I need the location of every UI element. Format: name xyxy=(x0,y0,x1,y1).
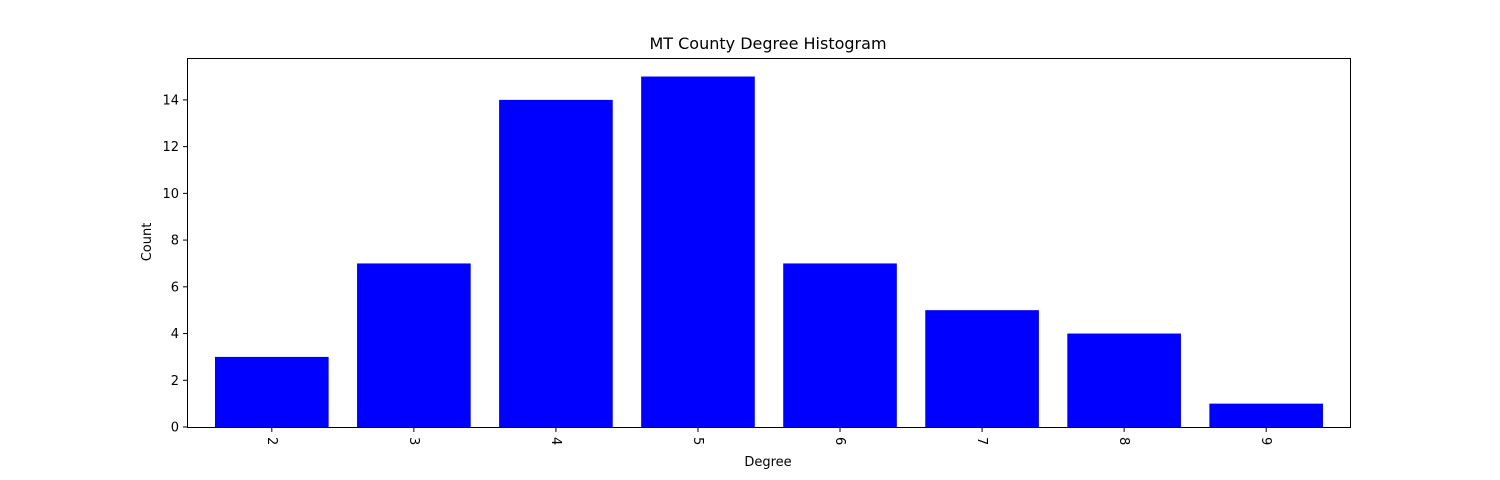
x-axis-label: Degree xyxy=(744,455,791,470)
x-tick-label-9: 9 xyxy=(1258,437,1273,445)
y-tick-label-4: 4 xyxy=(171,327,179,342)
chart-title: MT County Degree Histogram xyxy=(649,34,886,53)
x-tick-label-8: 8 xyxy=(1116,437,1131,445)
bar-3 xyxy=(357,263,471,427)
bar-8 xyxy=(1067,333,1181,427)
x-tick-label-7: 7 xyxy=(974,437,989,445)
y-tick-label-0: 0 xyxy=(171,421,179,436)
plot-frame xyxy=(187,58,1351,428)
bar-9 xyxy=(1209,403,1324,427)
y-tick-label-12: 12 xyxy=(162,140,179,155)
x-axis-ticks: 2 3 4 5 6 7 8 9 xyxy=(264,427,1273,445)
bar-4 xyxy=(499,99,613,427)
bar-6 xyxy=(783,263,897,427)
x-tick-label-2: 2 xyxy=(264,437,279,445)
bar-7 xyxy=(925,310,1039,427)
y-tick-label-6: 6 xyxy=(171,280,179,295)
x-tick-label-3: 3 xyxy=(406,437,421,445)
x-tick-label-6: 6 xyxy=(832,437,847,445)
y-tick-label-8: 8 xyxy=(171,234,179,249)
x-tick-label-5: 5 xyxy=(690,437,705,445)
bar-2 xyxy=(214,356,329,427)
y-tick-label-10: 10 xyxy=(162,187,179,202)
y-tick-label-14: 14 xyxy=(162,93,179,108)
y-axis-ticks: 0 2 4 6 8 10 12 14 xyxy=(162,93,188,436)
y-axis-label: Count xyxy=(140,223,155,262)
x-tick-label-4: 4 xyxy=(548,437,563,445)
bars xyxy=(214,76,1324,428)
y-tick-label-2: 2 xyxy=(171,374,179,389)
bar-5 xyxy=(641,76,755,428)
